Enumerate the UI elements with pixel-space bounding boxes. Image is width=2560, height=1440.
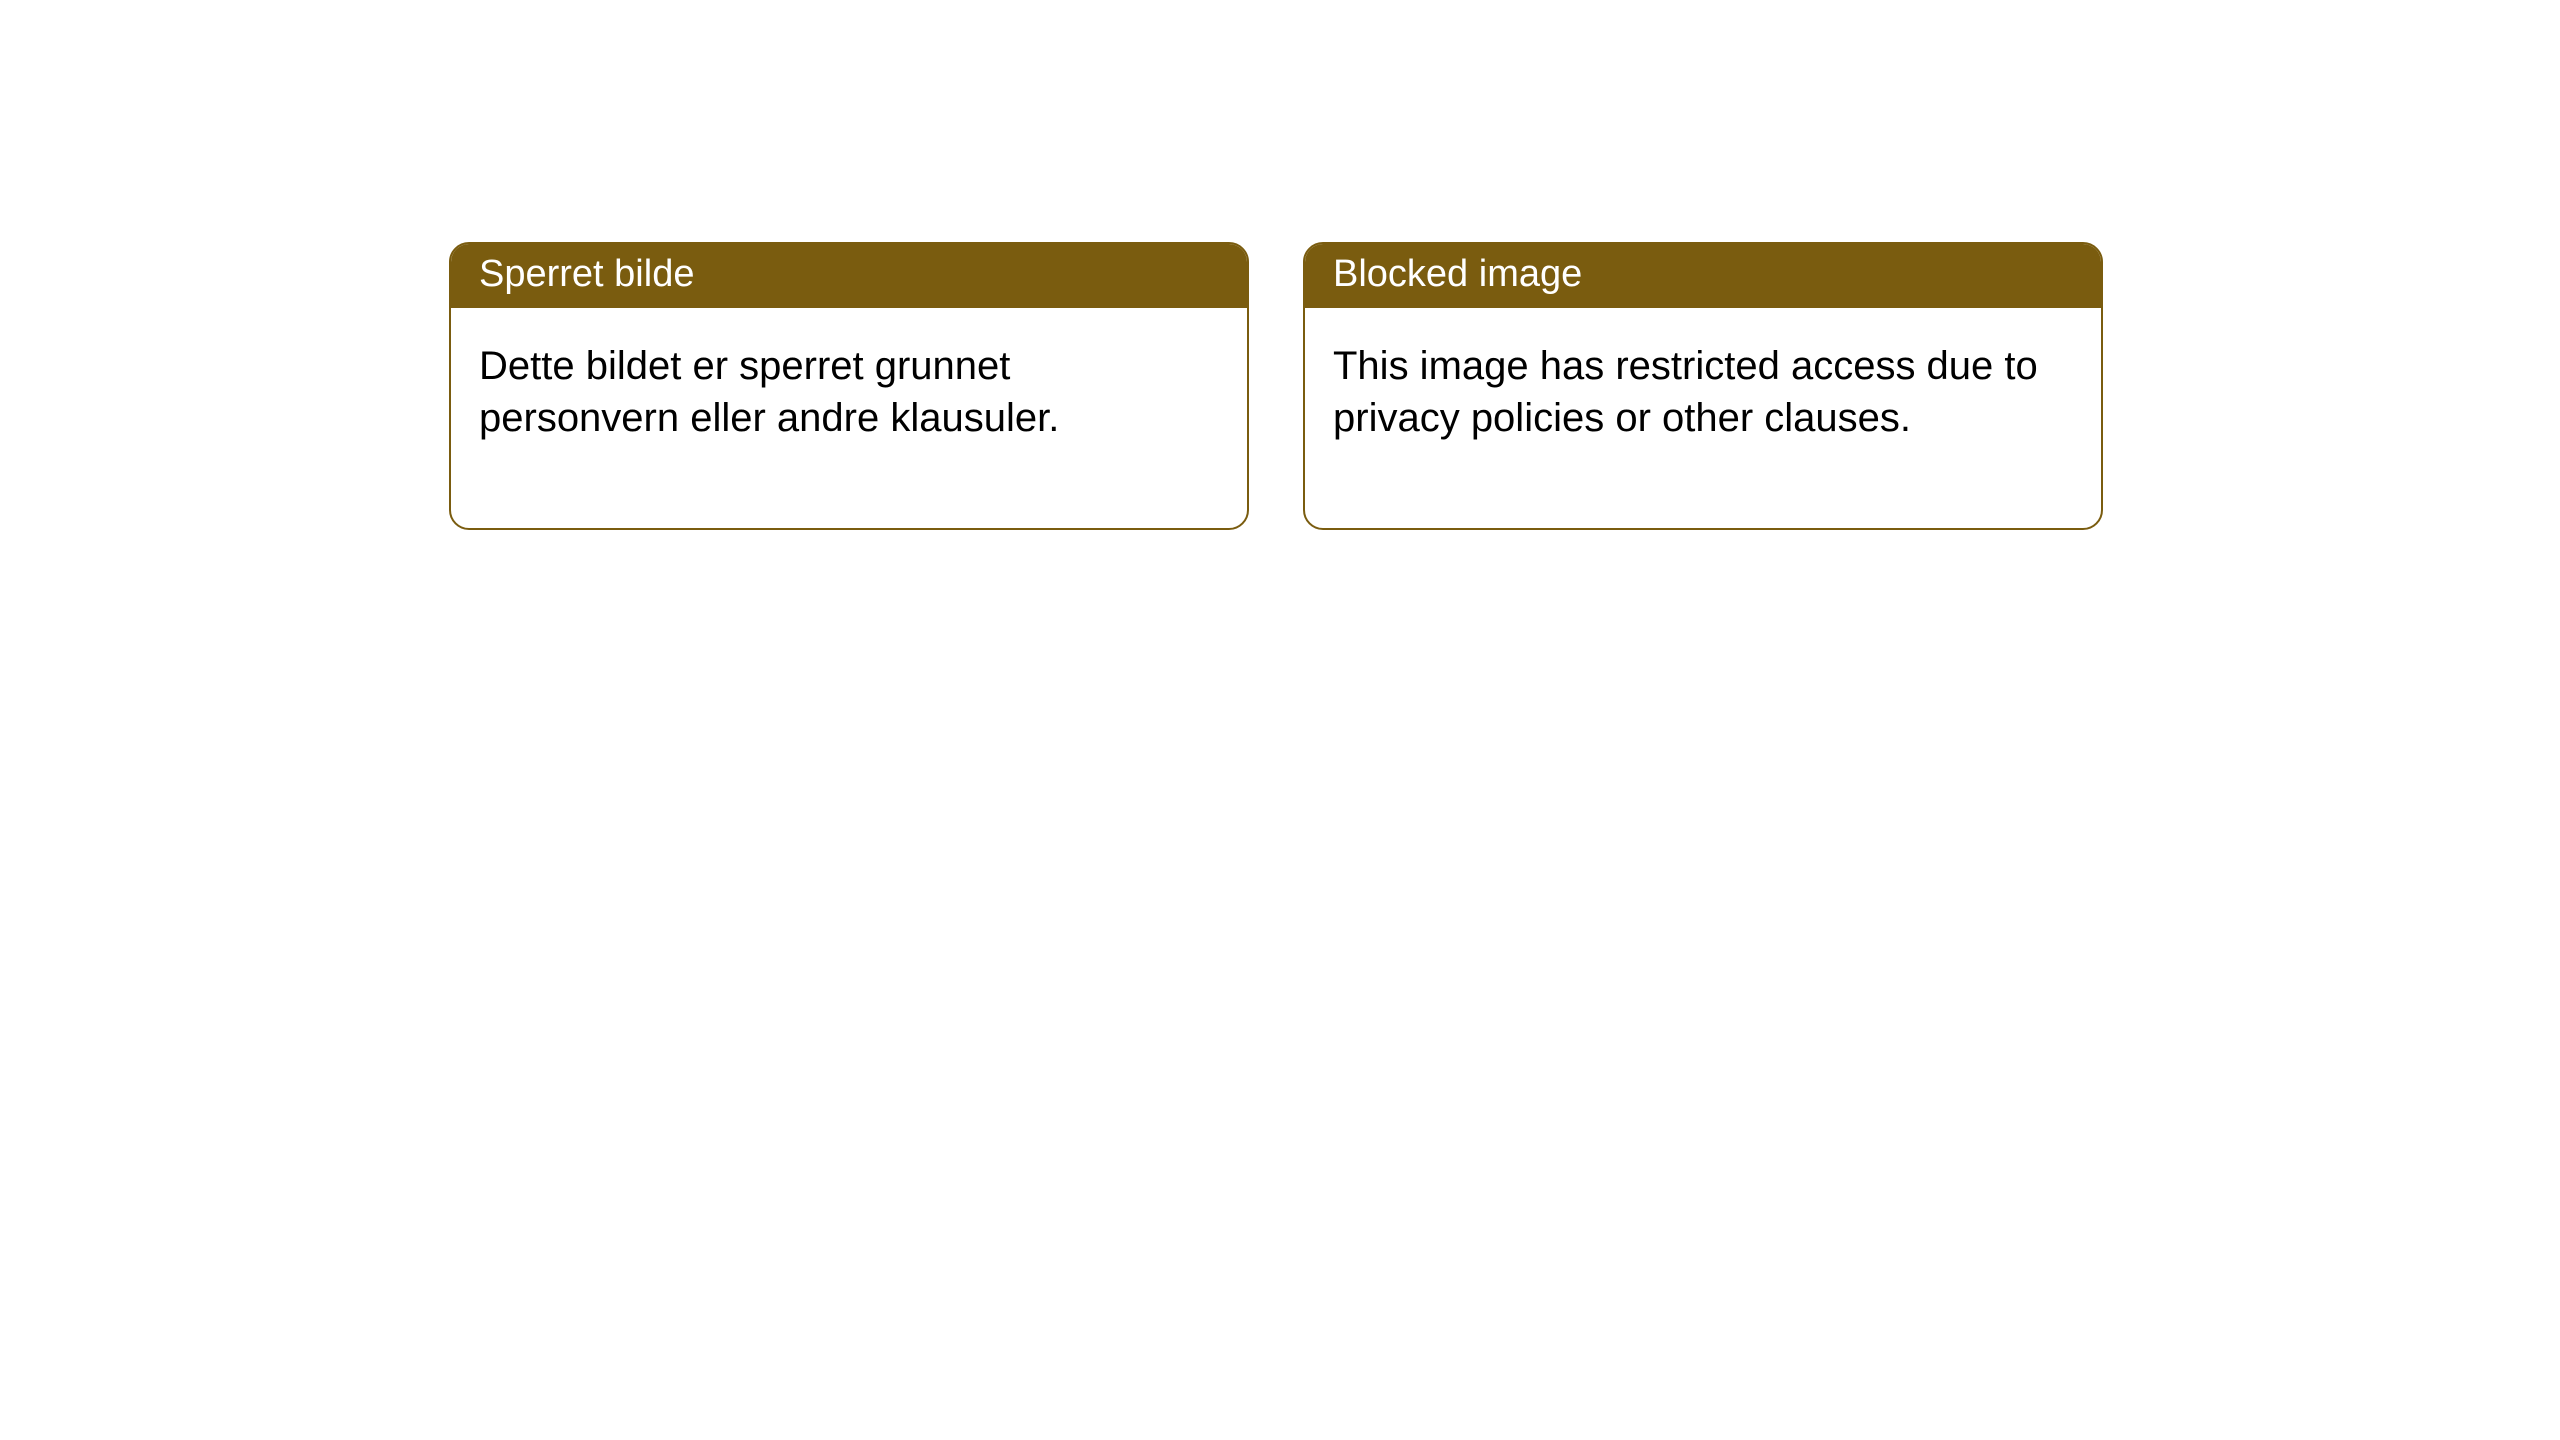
card-body: This image has restricted access due to … xyxy=(1305,308,2101,528)
card-body: Dette bildet er sperret grunnet personve… xyxy=(451,308,1247,528)
notice-cards-container: Sperret bilde Dette bildet er sperret gr… xyxy=(449,242,2103,530)
card-title: Blocked image xyxy=(1333,253,1582,295)
card-message: This image has restricted access due to … xyxy=(1333,344,2038,440)
card-header: Sperret bilde xyxy=(451,244,1247,308)
notice-card-norwegian: Sperret bilde Dette bildet er sperret gr… xyxy=(449,242,1249,530)
card-title: Sperret bilde xyxy=(479,253,694,295)
card-header: Blocked image xyxy=(1305,244,2101,308)
card-message: Dette bildet er sperret grunnet personve… xyxy=(479,344,1059,440)
notice-card-english: Blocked image This image has restricted … xyxy=(1303,242,2103,530)
